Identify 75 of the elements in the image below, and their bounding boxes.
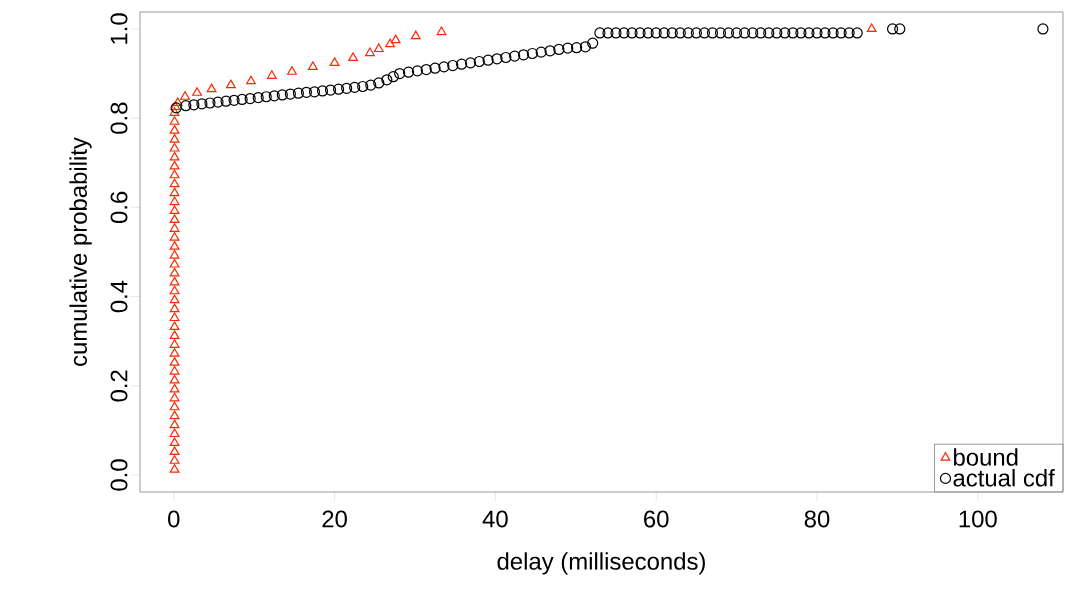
point (169, 392, 180, 402)
point (329, 57, 340, 66)
point (169, 214, 180, 223)
point (169, 160, 180, 170)
y-axis-title: cumulative probability (69, 137, 92, 366)
point (287, 66, 297, 75)
point (169, 107, 180, 116)
point (348, 52, 358, 62)
point (169, 464, 180, 473)
point (169, 303, 180, 313)
point (180, 91, 190, 100)
point (169, 374, 180, 384)
point (169, 419, 180, 429)
point (266, 70, 277, 79)
point (169, 125, 180, 134)
point (169, 258, 180, 268)
point (172, 97, 183, 107)
point (169, 169, 180, 179)
point (169, 348, 180, 357)
x-tick-label: 100 (959, 510, 997, 528)
point (169, 294, 180, 304)
y-tick-label: 0.2 (110, 370, 128, 402)
point (169, 142, 180, 152)
point (385, 38, 395, 48)
point (169, 357, 180, 366)
point (206, 83, 217, 93)
point (169, 410, 180, 420)
point (169, 249, 180, 259)
point (307, 61, 318, 70)
point (169, 312, 180, 322)
point (410, 30, 421, 40)
legend-label: bound (954, 448, 1018, 466)
point (169, 446, 180, 455)
point (225, 79, 236, 89)
point (169, 223, 180, 232)
x-tick-label: 60 (644, 510, 669, 528)
point (169, 232, 180, 241)
point (169, 330, 180, 339)
point (169, 133, 180, 143)
x-tick-label: 40 (482, 510, 508, 528)
point (169, 241, 180, 250)
point (169, 116, 180, 125)
point (246, 75, 256, 85)
point (169, 455, 180, 464)
point (169, 178, 180, 188)
point (866, 23, 877, 33)
point (192, 87, 203, 96)
point (169, 401, 180, 411)
x-tick-label: 20 (322, 510, 347, 528)
y-tick-label: 1.0 (110, 13, 128, 44)
point (169, 151, 180, 161)
point (169, 365, 180, 375)
point (436, 26, 447, 36)
y-tick-label: 0.8 (110, 102, 128, 134)
x-tick-label: 80 (804, 510, 830, 528)
legend-label: actual cdf (953, 468, 1055, 487)
point (169, 428, 180, 438)
point (169, 437, 180, 447)
point (169, 383, 180, 393)
y-tick-label: 0.4 (110, 280, 128, 313)
point (365, 47, 375, 57)
point (169, 339, 180, 348)
point (373, 43, 384, 53)
x-tick-label: 0 (168, 510, 180, 528)
y-tick-label: 0.0 (110, 459, 128, 491)
x-axis-title: delay (milliseconds) (497, 552, 705, 575)
y-tick-label: 0.6 (110, 191, 128, 224)
point (390, 34, 401, 44)
point (169, 321, 180, 331)
point (169, 276, 180, 286)
point (169, 187, 180, 197)
point (169, 285, 180, 295)
point (169, 267, 180, 277)
point (169, 196, 180, 206)
point (169, 205, 180, 215)
